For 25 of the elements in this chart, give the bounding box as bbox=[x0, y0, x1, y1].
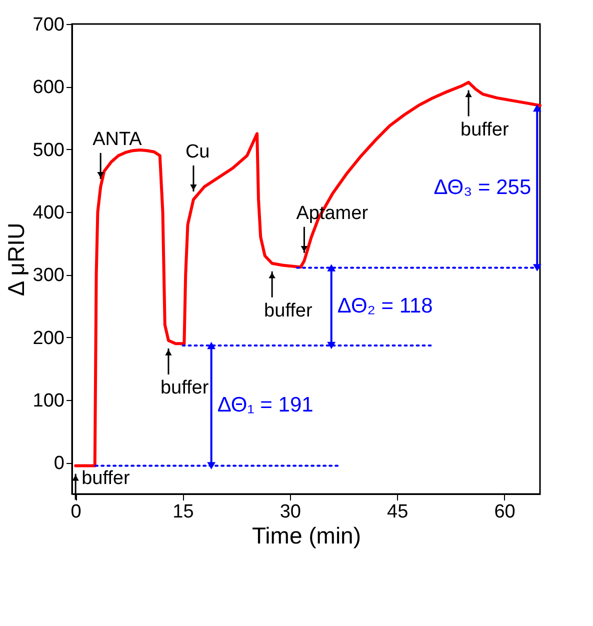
annotation: buffer bbox=[460, 119, 510, 140]
line-series bbox=[74, 80, 542, 468]
x-axis-title: Time (min) bbox=[252, 522, 362, 548]
annotation: buffer bbox=[264, 300, 313, 322]
x-tick-label: 30 bbox=[280, 502, 301, 522]
x-tick-label: 60 bbox=[494, 502, 516, 522]
series-label: ΔΘ₁ = 191 bbox=[217, 394, 314, 417]
y-tick-label: 200 bbox=[32, 328, 64, 349]
annotation: ANTA bbox=[92, 128, 142, 150]
annotation: Cu bbox=[185, 141, 210, 162]
x-tick-label: 15 bbox=[172, 502, 194, 522]
annotation: buffer bbox=[160, 377, 210, 398]
x-tick-label: 0 bbox=[70, 502, 82, 522]
x-tick-label: 45 bbox=[387, 502, 408, 522]
y-tick-label: 600 bbox=[32, 77, 64, 98]
y-tick-label: 100 bbox=[32, 390, 64, 412]
y-tick-label: 300 bbox=[32, 265, 64, 286]
series-label: ΔΘ₃ = 255 bbox=[434, 176, 532, 199]
annotation: buffer bbox=[82, 468, 130, 489]
y-tick-label: 500 bbox=[32, 140, 64, 161]
y-axis-title: Δ μRIU bbox=[2, 222, 29, 296]
y-tick-label: 400 bbox=[32, 202, 64, 224]
y-tick-label: 700 bbox=[32, 14, 64, 36]
series-label: ΔΘ₂ = 118 bbox=[337, 294, 433, 318]
y-tick-label: 0 bbox=[54, 453, 64, 474]
